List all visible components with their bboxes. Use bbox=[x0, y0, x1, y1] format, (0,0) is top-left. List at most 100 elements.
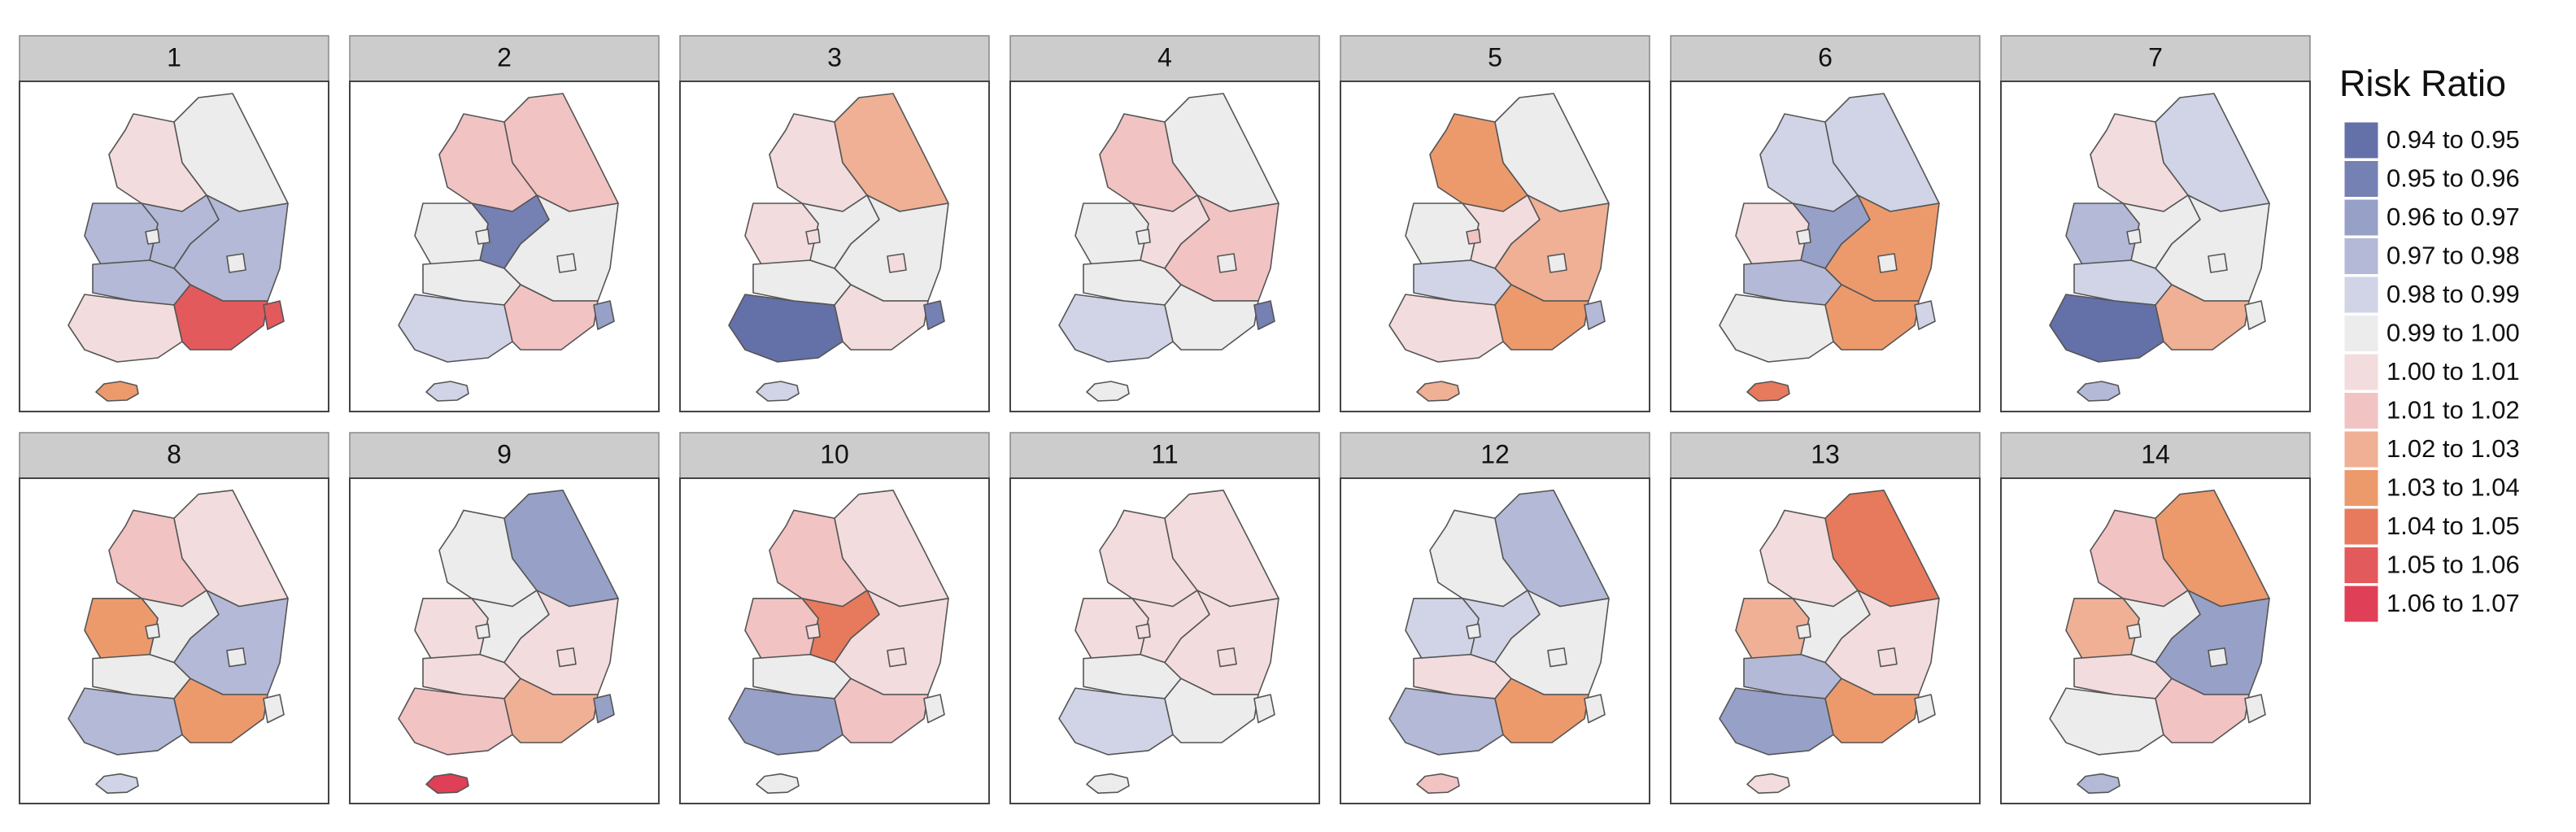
region bbox=[226, 253, 246, 273]
panel-title: 12 bbox=[1480, 439, 1510, 468]
legend-swatch bbox=[2343, 585, 2379, 623]
map-panel: 12 bbox=[1340, 432, 1650, 804]
region bbox=[263, 694, 285, 724]
region bbox=[834, 284, 929, 351]
panel-title: 4 bbox=[1157, 42, 1172, 72]
region bbox=[1824, 284, 1920, 351]
region bbox=[887, 253, 907, 273]
map-panel: 13 bbox=[1670, 432, 1981, 804]
region bbox=[1253, 694, 1275, 724]
panel-header bbox=[1009, 35, 1320, 82]
panel-title: 13 bbox=[1811, 439, 1840, 468]
region bbox=[1058, 687, 1174, 756]
region bbox=[556, 253, 577, 273]
region bbox=[1494, 284, 1589, 351]
legend-swatch bbox=[2343, 198, 2379, 237]
region bbox=[805, 229, 821, 245]
region bbox=[425, 381, 469, 402]
legend-label: 1.04 to 1.05 bbox=[2386, 512, 2520, 540]
region bbox=[2208, 253, 2228, 273]
region bbox=[2077, 381, 2121, 402]
region bbox=[923, 300, 945, 330]
region bbox=[173, 284, 268, 351]
region bbox=[728, 294, 843, 363]
region bbox=[1416, 773, 1460, 794]
legend-swatch bbox=[2343, 469, 2379, 507]
region bbox=[1388, 687, 1504, 756]
region bbox=[1416, 381, 1460, 402]
map-panel: 7 bbox=[2000, 35, 2311, 412]
legend-swatch bbox=[2343, 160, 2379, 198]
region bbox=[1164, 284, 1259, 351]
region bbox=[1746, 381, 1790, 402]
panel-title: 8 bbox=[167, 439, 181, 468]
map-panel: 11 bbox=[1009, 432, 1320, 804]
region bbox=[805, 623, 821, 639]
region bbox=[145, 623, 160, 639]
legend-label: 1.05 to 1.06 bbox=[2386, 551, 2520, 579]
region bbox=[398, 687, 513, 756]
region bbox=[593, 694, 615, 724]
map-panel: 8 bbox=[19, 432, 329, 804]
region bbox=[923, 694, 945, 724]
panel-title: 2 bbox=[497, 42, 512, 72]
region bbox=[1086, 381, 1130, 402]
region bbox=[1719, 294, 1834, 363]
region bbox=[2244, 300, 2266, 330]
region bbox=[2155, 284, 2250, 351]
map-panel: 3 bbox=[679, 35, 990, 412]
region bbox=[1466, 623, 1481, 639]
region bbox=[2049, 687, 2164, 756]
legend-label: 0.97 to 0.98 bbox=[2386, 242, 2520, 270]
panel-header bbox=[19, 35, 329, 82]
panel-title: 5 bbox=[1488, 42, 1502, 72]
region bbox=[2155, 677, 2250, 743]
region bbox=[95, 773, 139, 794]
region bbox=[1719, 687, 1834, 756]
map-panel: 10 bbox=[679, 432, 990, 804]
region bbox=[475, 623, 490, 639]
region bbox=[1914, 694, 1936, 724]
panel-header bbox=[679, 432, 990, 479]
legend-label: 1.00 to 1.01 bbox=[2386, 357, 2520, 386]
legend-swatch bbox=[2343, 430, 2379, 468]
map-panel: 4 bbox=[1009, 35, 1320, 412]
panel-title: 11 bbox=[1151, 439, 1178, 468]
region bbox=[425, 773, 469, 794]
region bbox=[503, 284, 599, 351]
legend-label: 0.99 to 1.00 bbox=[2386, 319, 2520, 347]
region bbox=[2126, 229, 2142, 245]
region bbox=[1058, 294, 1174, 363]
panel-header bbox=[679, 35, 990, 82]
panel-title: 14 bbox=[2141, 439, 2170, 468]
map-panel: 6 bbox=[1670, 35, 1981, 412]
legend-label: 1.03 to 1.04 bbox=[2386, 473, 2520, 502]
panel-title: 6 bbox=[1818, 42, 1833, 72]
region bbox=[1796, 623, 1811, 639]
legend-swatch bbox=[2343, 507, 2379, 546]
region bbox=[2049, 294, 2164, 363]
region bbox=[173, 677, 268, 743]
region bbox=[2244, 694, 2266, 724]
region bbox=[1217, 647, 1237, 668]
region bbox=[1746, 773, 1790, 794]
region bbox=[68, 294, 183, 363]
region bbox=[226, 647, 246, 668]
region bbox=[2077, 773, 2121, 794]
region bbox=[2208, 647, 2228, 668]
region bbox=[475, 229, 490, 245]
region bbox=[593, 300, 615, 330]
region bbox=[1466, 229, 1481, 245]
region bbox=[1796, 229, 1811, 245]
region bbox=[1135, 229, 1151, 245]
map-panel: 1 bbox=[19, 35, 329, 412]
region bbox=[728, 687, 843, 756]
region bbox=[556, 647, 577, 668]
legend-label: 0.95 to 0.96 bbox=[2386, 164, 2520, 193]
panel-title: 7 bbox=[2148, 42, 2163, 72]
region bbox=[1877, 647, 1898, 668]
region bbox=[1494, 677, 1589, 743]
region bbox=[1877, 253, 1898, 273]
region bbox=[1547, 647, 1567, 668]
